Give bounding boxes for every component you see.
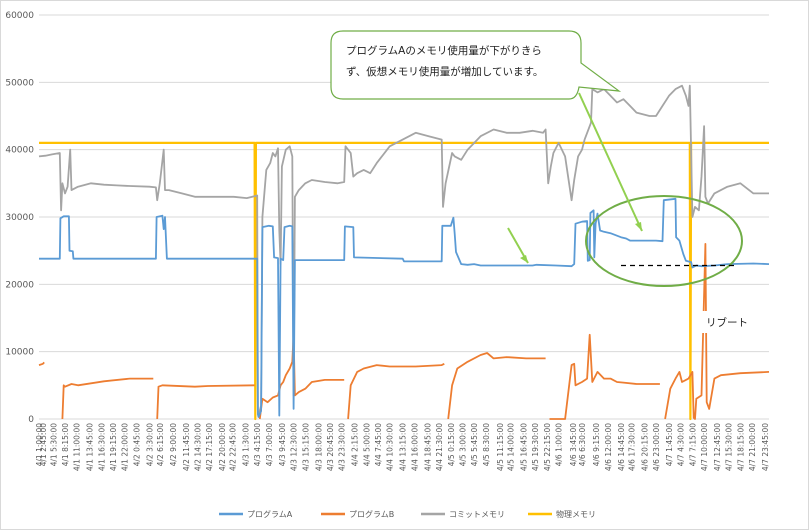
y-tick-label: 30000 [5,213,34,223]
x-tick-label: 4/3 12:30:00 [290,423,299,471]
x-tick-label: 4/6 20:15:00 [640,423,649,471]
annotations: プログラムAのメモリ使用量が下がりきらず、仮想メモリ使用量が増加しています。リブ… [330,30,763,333]
x-tick-label: 4/7 12:45:00 [713,423,722,471]
reboot-label-bg [701,311,763,333]
x-tick-label: 4/3 1:30:00 [242,423,251,467]
x-tick-label: 4/4 13:15:00 [399,423,408,471]
y-axis-tick-labels: 0 10000 20000 30000 40000 50000 60000 [5,11,34,425]
x-tick-label: 4/3 20:45:00 [326,423,335,471]
x-tick-label: 4/7 21:00:00 [748,423,757,471]
legend-program-a-label: プログラムA [247,509,293,519]
legend: プログラムA プログラムB コミットメモリ 物理メモリ [219,509,596,519]
x-tick-label: 4/3 7:00:00 [265,423,274,467]
x-tick-label: 4/5 11:15:00 [496,423,505,471]
x-tick-label: 4/4 21:30:00 [435,423,444,471]
callout-text-line-2: ず、仮想メモリ使用量が増加しています。 [346,65,543,78]
x-tick-label: 4/2 14:30:00 [193,423,202,471]
x-tick-label: 4/5 19:30:00 [531,423,540,471]
x-tick-label: 4/5 5:45:00 [470,423,479,467]
x-tick-label: 4/4 18:45:00 [423,423,432,471]
x-tick-label: 4/5 22:15:00 [543,423,552,471]
x-axis-tick-labels: 4/1 1:00:004/1 2:45:00 4/1 5:30:00 4/1 8:1… [35,423,770,471]
series-lines [38,84,770,421]
x-tick-label: 4/7 10:00:00 [700,423,709,471]
x-tick-label: 4/2 17:15:00 [205,423,214,471]
x-tick-label: 4/6 17:30:00 [627,423,636,471]
x-tick-label: 4/4 2:15:00 [351,423,360,467]
series-line-commit-memory [38,84,769,417]
x-tick-label: 4/1 16:30:00 [97,423,106,471]
x-tick-label: 4/2 3:30:00 [145,423,154,467]
legend-commit-memory-label: コミットメモリ [449,510,505,519]
x-tick-label: 4/6 12:00:00 [604,423,613,471]
arrow-head [520,255,528,263]
x-tick-label: 4/2 22:45:00 [229,423,238,471]
x-tick-label: 4/2 11:45:00 [182,423,191,471]
highlight-ellipse [585,195,743,287]
x-tick-label: 4/2 6:15:00 [156,423,165,467]
x-tick-label: 4/7 7:15:00 [688,423,697,467]
x-tick-label: 4/7 15:30:00 [725,423,734,471]
x-tick-label: 4/5 16:45:00 [520,423,529,471]
x-tick-label: 4/1 2:45:00 [39,423,48,467]
x-tick-label: 4/6 3:45:00 [569,423,578,467]
x-tick-label: 4/1 5:30:00 [49,423,58,467]
series-line-program-a [39,197,770,418]
x-tick-label: 4/4 16:00:00 [410,423,419,471]
x-tick-label: 4/7 1:45:00 [665,423,674,467]
series-line-physical-memory [39,141,769,421]
y-tick-label: 0 [28,415,34,425]
y-tick-label: 20000 [5,280,34,290]
legend-physical-memory-label: 物理メモリ [556,509,596,519]
legend-program-b-label: プログラムB [349,509,394,519]
x-tick-label: 4/3 9:45:00 [278,423,287,467]
x-tick-label: 4/2 9:00:00 [169,423,178,467]
reboot-label: リブート [706,316,748,329]
x-tick-label: 4/6 1:00:00 [555,423,564,467]
x-tick-label: 4/1 11:00:00 [73,423,82,471]
x-tick-label: 4/2 20:00:00 [218,423,227,471]
x-tick-label: 4/2 0:45:00 [132,423,141,467]
x-tick-label: 4/4 10:30:00 [386,423,395,471]
x-tick-label: 4/5 8:30:00 [482,423,491,467]
x-tick-label: 4/6 9:15:00 [592,423,601,467]
x-tick-label: 4/5 0:15:00 [447,423,456,467]
callout-box [330,30,622,100]
callout-text-line-1: プログラムAのメモリ使用量が下がりきら [346,44,542,57]
y-tick-label: 10000 [5,348,34,358]
x-tick-label: 4/5 3:00:00 [458,423,467,467]
x-tick-label: 4/1 1:00:00 [35,423,44,467]
arrow-line [578,92,643,232]
y-tick-label: 50000 [5,78,34,88]
x-tick-label: 4/7 23:45:00 [761,423,770,471]
x-tick-label: 4/6 6:30:00 [578,423,587,467]
x-tick-label: 4/7 4:30:00 [677,423,686,467]
x-tick-label: 4/1 8:15:00 [61,423,70,467]
x-tick-label: 4/3 18:00:00 [314,423,323,471]
x-tick-label: 4/3 4:15:00 [253,423,262,467]
x-tick-label: 4/1 19:15:00 [109,423,118,471]
x-tick-label: 4/6 23:00:00 [652,423,661,471]
y-tick-label: 40000 [5,146,34,156]
x-tick-label: 4/5 14:00:00 [507,423,516,471]
x-tick-label: 4/3 15:15:00 [301,423,310,471]
x-tick-label: 4/7 18:15:00 [736,423,745,471]
x-tick-label: 4/3 23:30:00 [338,423,347,471]
series-line-program-b [38,243,770,420]
arrow-head [635,222,642,231]
y-tick-label: 60000 [5,11,34,21]
x-tick-label: 4/1 13:45:00 [86,423,95,471]
x-tick-label: 4/4 5:00:00 [362,423,371,467]
x-tick-label: 4/6 14:45:00 [617,423,626,471]
x-tick-label: 4/4 7:45:00 [374,423,383,467]
x-tick-label: 4/1 22:00:00 [121,423,130,471]
